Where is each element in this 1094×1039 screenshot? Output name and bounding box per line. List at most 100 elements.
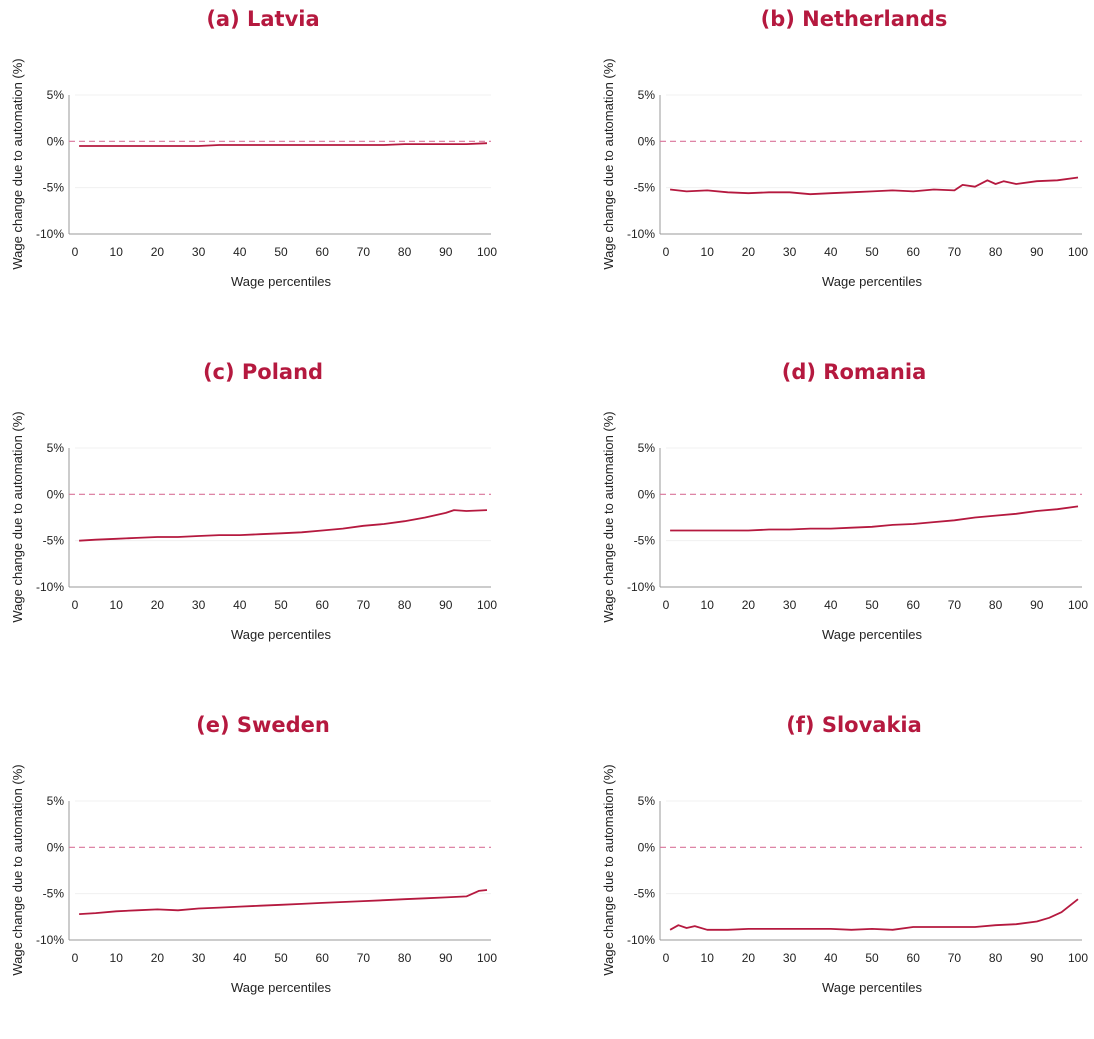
x-tick-label: 50 bbox=[274, 598, 288, 612]
x-tick-label: 40 bbox=[824, 951, 838, 965]
x-tick-label: 70 bbox=[357, 951, 371, 965]
x-tick-label: 40 bbox=[233, 598, 247, 612]
y-tick-label: -10% bbox=[36, 933, 64, 947]
chart-panel: (a) Latvia 5% 0% -5% -10% 0 10 20 30 40 50 60 70 80 90… bbox=[0, 0, 547, 333]
chart-panel: (d) Romania 5% 0% -5% -10% 0 10 20 30 40 50 60 70 80 9… bbox=[591, 353, 1094, 686]
x-tick-label: 30 bbox=[192, 951, 206, 965]
x-tick-label: 80 bbox=[398, 598, 412, 612]
y-tick-label: -10% bbox=[36, 580, 64, 594]
x-tick-label: 100 bbox=[1068, 245, 1088, 259]
x-tick-label: 60 bbox=[316, 245, 330, 259]
x-tick-label: 60 bbox=[316, 598, 330, 612]
x-tick-label: 100 bbox=[477, 245, 497, 259]
y-axis-label: Wage change due to automation (%) bbox=[601, 58, 616, 269]
x-tick-label: 20 bbox=[742, 598, 756, 612]
y-tick-label: 5% bbox=[47, 441, 65, 455]
chart-svg: (b) Netherlands 5% 0% -5% -10% 0 10 20 30 40 50 60 7… bbox=[601, 7, 1088, 289]
x-tick-label: 90 bbox=[1030, 245, 1044, 259]
x-axis-label: Wage percentiles bbox=[231, 627, 331, 642]
x-axis-label: Wage percentiles bbox=[231, 274, 331, 289]
y-tick-label: -10% bbox=[627, 933, 655, 947]
x-tick-label: 20 bbox=[151, 951, 165, 965]
x-tick-label: 0 bbox=[72, 598, 79, 612]
chart-title: (c) Poland bbox=[203, 360, 323, 384]
x-tick-label: 90 bbox=[439, 598, 453, 612]
x-axis-label: Wage percentiles bbox=[822, 627, 922, 642]
x-tick-label: 70 bbox=[948, 598, 962, 612]
x-tick-label: 0 bbox=[72, 245, 79, 259]
x-tick-label: 10 bbox=[701, 245, 715, 259]
chart-svg: (d) Romania 5% 0% -5% -10% 0 10 20 30 40 50 60 70 80 9… bbox=[601, 360, 1088, 642]
x-tick-label: 100 bbox=[1068, 598, 1088, 612]
x-tick-label: 50 bbox=[865, 245, 879, 259]
x-tick-label: 0 bbox=[663, 951, 670, 965]
x-tick-label: 40 bbox=[233, 245, 247, 259]
y-axis-label: Wage change due to automation (%) bbox=[601, 764, 616, 975]
y-tick-label: -10% bbox=[36, 227, 64, 241]
y-tick-label: 0% bbox=[47, 487, 65, 501]
x-tick-label: 100 bbox=[477, 598, 497, 612]
chart-title: (b) Netherlands bbox=[761, 7, 948, 31]
y-axis-label: Wage change due to automation (%) bbox=[10, 58, 25, 269]
chart-panel: (e) Sweden 5% 0% -5% -10% 0 10 20 30 40 50 60 70 80 90… bbox=[0, 706, 547, 1039]
x-tick-label: 30 bbox=[783, 951, 797, 965]
x-tick-label: 80 bbox=[989, 951, 1003, 965]
y-tick-label: 0% bbox=[47, 134, 65, 148]
x-tick-label: 50 bbox=[274, 245, 288, 259]
y-tick-label: -10% bbox=[627, 227, 655, 241]
x-tick-label: 60 bbox=[907, 951, 921, 965]
x-tick-label: 80 bbox=[398, 245, 412, 259]
y-tick-label: 0% bbox=[638, 134, 656, 148]
x-tick-label: 90 bbox=[439, 245, 453, 259]
x-tick-label: 10 bbox=[701, 951, 715, 965]
x-axis-label: Wage percentiles bbox=[231, 980, 331, 995]
series-line bbox=[79, 509, 488, 542]
x-tick-label: 90 bbox=[1030, 598, 1044, 612]
x-tick-label: 20 bbox=[151, 598, 165, 612]
x-tick-label: 80 bbox=[989, 598, 1003, 612]
x-tick-label: 70 bbox=[948, 245, 962, 259]
chart-title: (d) Romania bbox=[782, 360, 927, 384]
x-tick-label: 80 bbox=[398, 951, 412, 965]
y-axis-label: Wage change due to automation (%) bbox=[601, 411, 616, 622]
x-tick-label: 30 bbox=[192, 598, 206, 612]
x-tick-label: 90 bbox=[439, 951, 453, 965]
x-tick-label: 30 bbox=[192, 245, 206, 259]
y-axis-label: Wage change due to automation (%) bbox=[10, 411, 25, 622]
y-tick-label: 0% bbox=[638, 487, 656, 501]
x-tick-label: 70 bbox=[357, 245, 371, 259]
x-tick-label: 80 bbox=[989, 245, 1003, 259]
x-tick-label: 100 bbox=[477, 951, 497, 965]
x-tick-label: 40 bbox=[233, 951, 247, 965]
chart-svg: (e) Sweden 5% 0% -5% -10% 0 10 20 30 40 50 60 70 80 90… bbox=[10, 713, 497, 995]
chart-svg: (c) Poland 5% 0% -5% -10% 0 10 20 30 40 50 60 70 80 90… bbox=[10, 360, 497, 642]
x-tick-label: 70 bbox=[357, 598, 371, 612]
x-tick-label: 50 bbox=[865, 598, 879, 612]
x-tick-label: 40 bbox=[824, 245, 838, 259]
x-tick-label: 40 bbox=[824, 598, 838, 612]
chart-svg: (f) Slovakia 5% 0% -5% -10% 0 10 20 30 40 50 60 70 80… bbox=[601, 713, 1088, 995]
chart-svg: (a) Latvia 5% 0% -5% -10% 0 10 20 30 40 50 60 70 80 90… bbox=[10, 7, 497, 289]
x-tick-label: 10 bbox=[110, 951, 124, 965]
y-tick-label: 5% bbox=[638, 441, 656, 455]
x-axis-label: Wage percentiles bbox=[822, 980, 922, 995]
y-tick-label: -5% bbox=[43, 887, 65, 901]
x-tick-label: 20 bbox=[151, 245, 165, 259]
x-tick-label: 20 bbox=[742, 951, 756, 965]
x-tick-label: 20 bbox=[742, 245, 756, 259]
x-tick-label: 10 bbox=[110, 245, 124, 259]
y-axis-label: Wage change due to automation (%) bbox=[10, 764, 25, 975]
x-tick-label: 70 bbox=[948, 951, 962, 965]
chart-title: (f) Slovakia bbox=[786, 713, 922, 737]
y-tick-label: -5% bbox=[43, 534, 65, 548]
x-tick-label: 60 bbox=[907, 245, 921, 259]
y-tick-label: 5% bbox=[638, 794, 656, 808]
y-tick-label: -5% bbox=[634, 181, 656, 195]
y-tick-label: 5% bbox=[47, 794, 65, 808]
series-line bbox=[79, 142, 488, 147]
x-tick-label: 100 bbox=[1068, 951, 1088, 965]
y-tick-label: -10% bbox=[627, 580, 655, 594]
y-tick-label: 0% bbox=[47, 840, 65, 854]
series-line bbox=[670, 505, 1079, 532]
charts-grid: (a) Latvia 5% 0% -5% -10% 0 10 20 30 40 50 60 70 80 90… bbox=[0, 0, 1094, 995]
